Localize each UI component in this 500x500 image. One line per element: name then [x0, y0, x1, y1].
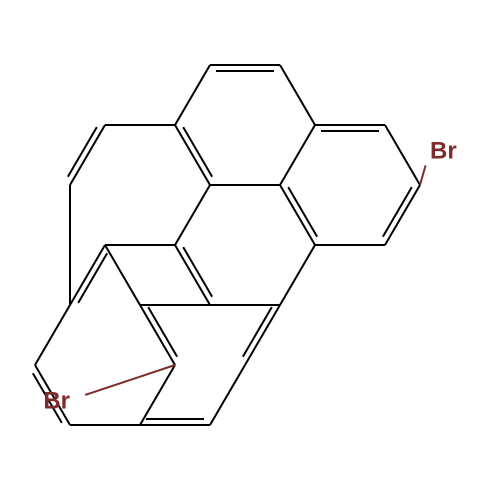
- bond: [280, 185, 315, 245]
- bond: [385, 125, 420, 185]
- bond: [175, 65, 210, 125]
- bond: [148, 307, 177, 357]
- bond: [280, 125, 315, 185]
- bond: [78, 253, 107, 303]
- bond: [140, 305, 175, 365]
- bond: [175, 245, 210, 305]
- bond: [288, 187, 317, 237]
- bond: [105, 245, 140, 305]
- bond: [183, 247, 212, 297]
- bond: [68, 127, 97, 177]
- bond: [35, 305, 70, 365]
- bond: [183, 127, 212, 177]
- atom-label-br: Br: [430, 137, 457, 164]
- molecule-diagram: Br Br: [0, 0, 500, 500]
- bond: [70, 125, 105, 185]
- bond: [210, 365, 245, 425]
- bond: [420, 165, 426, 185]
- bond: [280, 65, 315, 125]
- bond: [280, 245, 315, 305]
- bond: [383, 187, 412, 237]
- atom-label-br: Br: [43, 387, 70, 414]
- bond: [243, 307, 272, 357]
- bond: [175, 125, 210, 185]
- bond: [385, 185, 420, 245]
- bond: [245, 305, 280, 365]
- bond: [175, 185, 210, 245]
- bond: [70, 245, 105, 305]
- bond: [85, 365, 175, 395]
